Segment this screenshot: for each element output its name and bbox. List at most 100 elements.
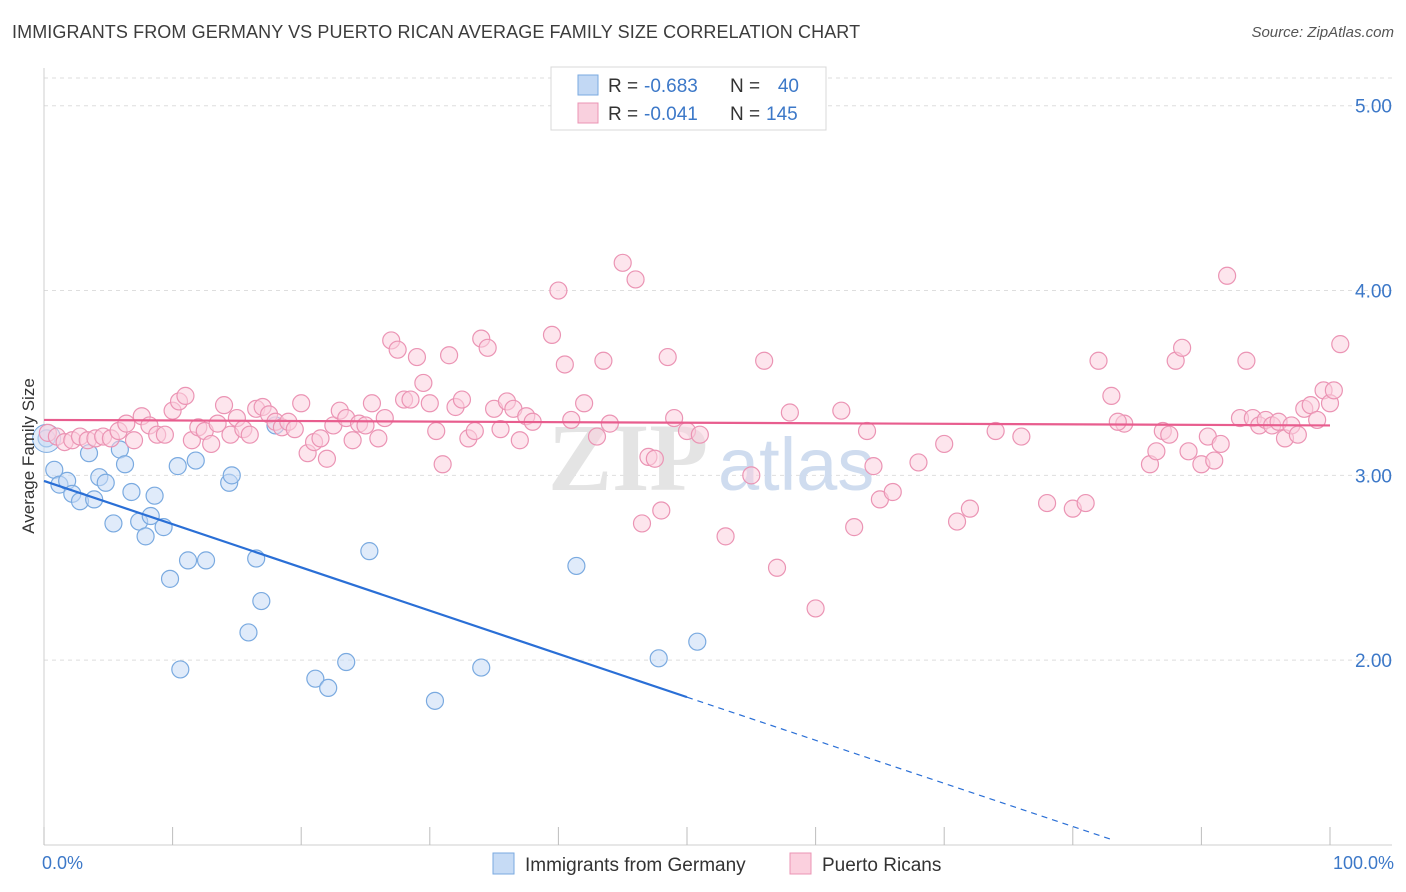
germany-point — [168, 457, 187, 476]
germany-point — [360, 542, 379, 561]
puerto-ricans-point — [1102, 386, 1121, 405]
puerto-ricans-point — [369, 429, 388, 448]
x-tick-label-max: 100.0% — [1333, 853, 1394, 873]
y-tick-label: 3.00 — [1355, 466, 1392, 487]
puerto-ricans-point — [909, 453, 928, 472]
puerto-ricans-point — [1211, 434, 1230, 454]
puerto-ricans-point — [780, 403, 799, 422]
puerto-ricans-point — [587, 427, 607, 446]
watermark: ZIP atlas — [548, 404, 874, 511]
puerto-ricans-point — [755, 351, 774, 370]
germany-point — [136, 527, 155, 546]
puerto-ricans-point — [420, 394, 439, 413]
germany-point — [122, 482, 141, 502]
trend-line-puerto-ricans — [43, 418, 1331, 427]
series-legend-label-puerto-ricans: Puerto Ricans — [822, 855, 941, 876]
x-tick-label-min: 0.0% — [42, 853, 83, 873]
germany-point — [425, 691, 445, 710]
puerto-ricans-point — [452, 390, 472, 409]
legend-r-value-pink: -0.041 — [644, 104, 698, 125]
puerto-ricans-point — [208, 414, 227, 433]
puerto-ricans-point — [510, 431, 529, 450]
legend-n-label-blue: N = — [730, 76, 760, 97]
puerto-ricans-point — [594, 351, 613, 370]
germany-point — [567, 556, 586, 576]
series-puerto-ricans — [38, 253, 1350, 618]
trend-layer — [43, 418, 1331, 841]
y-tick-label: 2.00 — [1355, 651, 1392, 672]
puerto-ricans-point — [214, 396, 234, 415]
puerto-ricans-point — [832, 401, 851, 420]
series-legend-swatch-puerto-ricans — [789, 852, 812, 875]
puerto-ricans-point — [1147, 442, 1166, 461]
y-tick-label: 4.00 — [1355, 282, 1392, 303]
germany-point — [145, 486, 164, 505]
puerto-ricans-point — [1160, 425, 1179, 444]
puerto-ricans-point — [857, 421, 877, 441]
germany-point — [96, 473, 115, 492]
legend-n-value-pink: 145 — [766, 104, 798, 125]
puerto-ricans-point — [375, 408, 394, 428]
legend-r-label-pink: R = — [608, 104, 638, 125]
puerto-ricans-point — [626, 270, 645, 289]
puerto-ricans-point — [665, 408, 684, 428]
puerto-ricans-point — [155, 425, 174, 444]
puerto-ricans-point — [645, 449, 664, 468]
puerto-ricans-point — [555, 355, 574, 374]
puerto-ricans-point — [767, 558, 787, 577]
germany-point — [85, 490, 104, 509]
germany-point — [319, 678, 338, 698]
puerto-ricans-point — [1288, 425, 1307, 444]
puerto-ricans-point — [311, 429, 330, 448]
puerto-ricans-point — [292, 394, 311, 413]
puerto-ricans-point — [1237, 351, 1256, 370]
trend-line-germany — [43, 479, 688, 699]
germany-point — [222, 466, 241, 485]
germany-point — [252, 591, 271, 611]
puerto-ricans-point — [1089, 351, 1108, 370]
trend-line-germany-extension — [686, 696, 1112, 841]
puerto-ricans-point — [542, 325, 562, 344]
puerto-ricans-point — [465, 421, 484, 441]
series-immigrants-from-germany — [32, 416, 707, 710]
puerto-ricans-point — [562, 410, 581, 430]
legend-r-value-blue: -0.683 — [644, 76, 698, 97]
axis-layer: 2.00 3.00 4.00 5.00 0.0% 100.0% — [42, 68, 1394, 873]
puerto-ricans-point — [1218, 266, 1237, 285]
legend-n-label-pink: N = — [730, 104, 760, 125]
source-label: Source: ZipAtlas.com — [1251, 24, 1394, 41]
puerto-ricans-point — [407, 347, 427, 367]
germany-point — [649, 649, 668, 668]
puerto-ricans-point — [1012, 427, 1031, 446]
puerto-ricans-point — [1324, 381, 1343, 400]
puerto-ricans-point — [549, 281, 568, 300]
puerto-ricans-point — [632, 514, 652, 533]
germany-point — [196, 551, 216, 570]
puerto-ricans-point — [652, 501, 671, 520]
puerto-ricans-point — [202, 434, 221, 454]
puerto-ricans-point — [1037, 493, 1057, 513]
puerto-ricans-point — [947, 512, 967, 531]
puerto-ricans-point — [439, 346, 459, 365]
puerto-ricans-point — [1179, 442, 1198, 461]
germany-point — [337, 652, 356, 672]
puerto-ricans-point — [883, 482, 902, 502]
puerto-ricans-point — [742, 466, 761, 485]
watermark-atlas: atlas — [718, 423, 874, 506]
germany-point — [186, 451, 205, 470]
germany-point — [115, 455, 135, 474]
puerto-ricans-point — [986, 421, 1005, 441]
puerto-ricans-point — [317, 449, 337, 468]
puerto-ricans-point — [613, 253, 632, 272]
puerto-ricans-point — [356, 416, 375, 435]
legend-r-label-blue: R = — [608, 76, 638, 97]
series-legend-label-germany: Immigrants from Germany — [525, 855, 746, 876]
y-tick-label: 5.00 — [1355, 97, 1392, 118]
puerto-ricans-point — [285, 420, 304, 439]
puerto-ricans-point — [1205, 451, 1224, 470]
puerto-ricans-point — [575, 394, 594, 413]
puerto-ricans-point — [1331, 335, 1350, 354]
germany-point — [306, 669, 325, 688]
puerto-ricans-point — [960, 499, 980, 518]
